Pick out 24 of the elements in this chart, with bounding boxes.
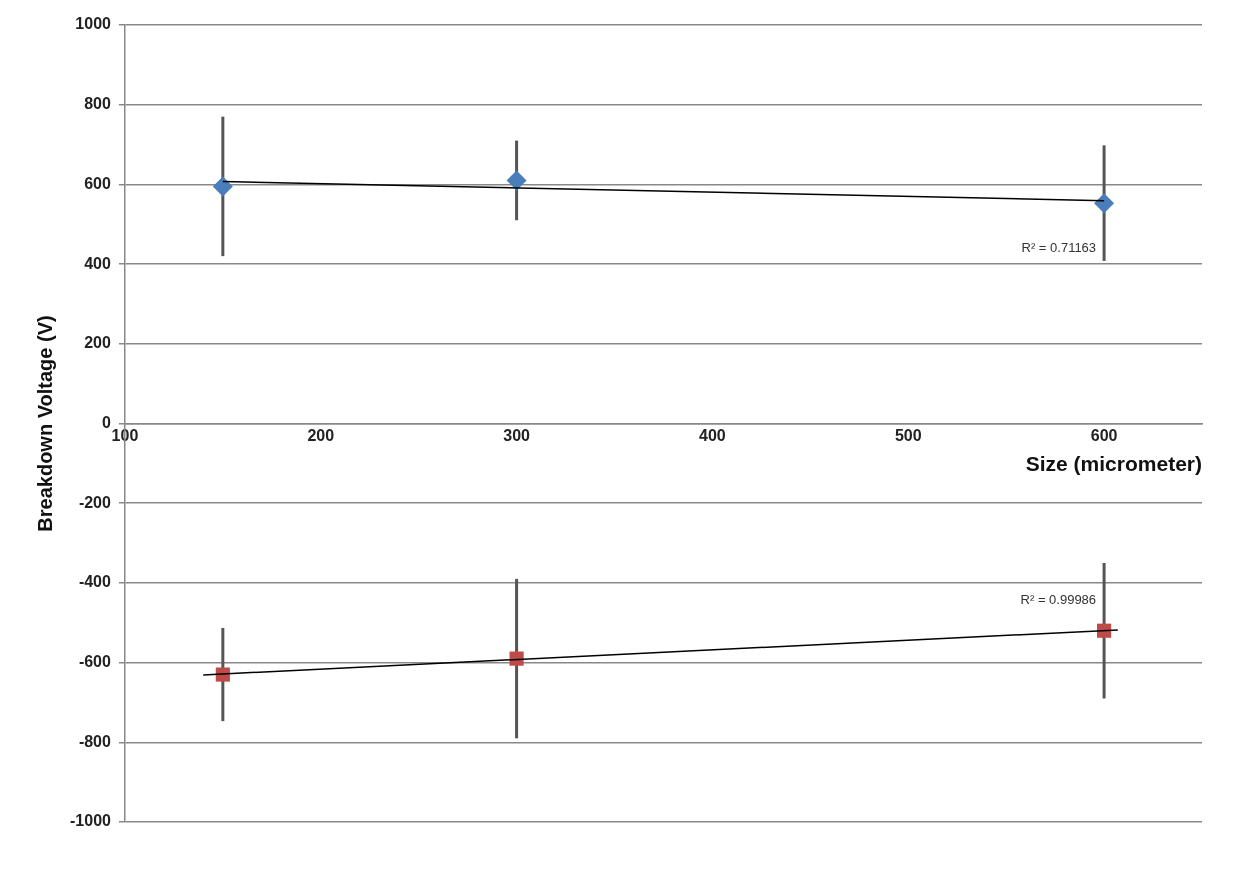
y-axis-title: Breakdown Voltage (V) bbox=[33, 315, 56, 532]
y-tick-label: 200 bbox=[84, 334, 112, 352]
x-tick-label: 500 bbox=[894, 426, 922, 444]
point bbox=[1094, 193, 1115, 214]
x-axis-title: Size (micrometer) bbox=[1025, 452, 1202, 476]
y-tick-label: 0 bbox=[102, 413, 112, 431]
y-tick-label: -1000 bbox=[70, 812, 112, 830]
x-tick-label: 200 bbox=[307, 426, 335, 444]
point bbox=[212, 176, 233, 197]
y-tick-label: -200 bbox=[78, 493, 112, 511]
x-tick-label: 400 bbox=[699, 426, 726, 444]
y-tick-label: -600 bbox=[78, 653, 112, 671]
x-tick-label: 300 bbox=[503, 426, 531, 444]
annotation: R² = 0.99986 bbox=[1020, 592, 1097, 608]
y-tick-label: 600 bbox=[84, 174, 112, 192]
y-tick-label: 1000 bbox=[75, 15, 112, 33]
point bbox=[506, 170, 527, 191]
y-tick-label: 400 bbox=[84, 254, 112, 272]
y-tick-label: 800 bbox=[84, 95, 112, 113]
annotation: R² = 0.71163 bbox=[1021, 239, 1097, 255]
y-tick-label: -400 bbox=[78, 573, 112, 591]
x-tick-label: 600 bbox=[1090, 426, 1118, 444]
y-tick-label: -800 bbox=[78, 732, 112, 750]
x-tick-label: 100 bbox=[111, 426, 139, 444]
